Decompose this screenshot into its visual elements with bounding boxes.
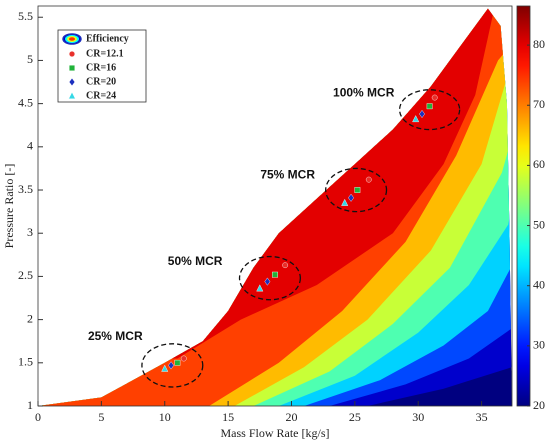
y-tick-label: 5 <box>27 52 33 66</box>
x-tick-label: 20 <box>285 410 297 424</box>
x-tick-label: 30 <box>412 410 424 424</box>
colorbar-tick-label: 20 <box>533 398 545 412</box>
y-tick-label: 2 <box>27 311 33 325</box>
colorbar-tick-label: 60 <box>533 157 545 171</box>
y-tick-label: 1.5 <box>18 355 33 369</box>
marker <box>412 115 420 123</box>
x-axis-label: Mass Flow Rate [kg/s] <box>221 426 330 440</box>
colorbar-tick-label: 50 <box>533 217 545 231</box>
mcr-ellipse <box>141 343 204 388</box>
y-tick-label: 5.5 <box>18 9 33 23</box>
y-tick-label: 2.5 <box>18 268 33 282</box>
marker <box>348 193 354 202</box>
legend-label: CR=24 <box>86 90 116 101</box>
marker <box>68 51 75 58</box>
marker <box>365 176 372 183</box>
x-tick-label: 5 <box>98 410 104 424</box>
mcr-ellipse <box>325 167 388 213</box>
annotation: 100% MCR <box>333 85 395 99</box>
marker <box>68 77 76 87</box>
marker <box>264 277 271 286</box>
marker <box>256 284 264 292</box>
marker <box>341 198 349 206</box>
annotation: 50% MCR <box>168 254 223 268</box>
legend-efficiency-icon <box>62 33 82 45</box>
marker <box>426 103 433 110</box>
y-tick-label: 1 <box>27 398 33 412</box>
colorbar-tick-label: 80 <box>533 37 545 51</box>
y-tick-label: 4 <box>27 139 33 153</box>
mcr-ellipse <box>238 255 301 301</box>
colorbar <box>516 5 531 407</box>
marker <box>272 271 278 278</box>
colorbar-tick-label: 70 <box>533 97 545 111</box>
legend-label: CR=12.1 <box>86 48 124 59</box>
mcr-ellipse <box>398 89 461 131</box>
marker <box>68 64 75 71</box>
marker <box>282 262 289 269</box>
marker <box>174 359 181 366</box>
y-tick-label: 3 <box>27 225 33 239</box>
legend-swatch <box>69 37 75 41</box>
x-tick-label: 10 <box>159 410 171 424</box>
legend-label: CR=20 <box>86 76 116 87</box>
y-tick-label: 4.5 <box>18 95 33 109</box>
x-tick-label: 15 <box>222 410 234 424</box>
colorbar-tick-label: 40 <box>533 277 545 291</box>
marker <box>180 355 187 362</box>
marker <box>161 364 169 372</box>
marker <box>354 187 361 193</box>
x-tick-label: 0 <box>35 410 41 424</box>
marker <box>168 361 175 370</box>
legend-label: Efficiency <box>86 33 129 44</box>
colorbar-tick-label: 30 <box>533 338 545 352</box>
marker <box>68 91 76 100</box>
annotation: 25% MCR <box>88 329 143 343</box>
annotation: 75% MCR <box>260 168 315 182</box>
y-axis-label: Pressure Ratio [-] <box>2 164 16 249</box>
marker <box>419 109 425 119</box>
plot-frame <box>37 5 513 407</box>
y-tick-label: 3.5 <box>18 182 33 196</box>
marker <box>431 94 438 101</box>
legend-label: CR=16 <box>86 62 116 73</box>
x-tick-label: 25 <box>349 410 361 424</box>
x-tick-label: 35 <box>476 410 488 424</box>
